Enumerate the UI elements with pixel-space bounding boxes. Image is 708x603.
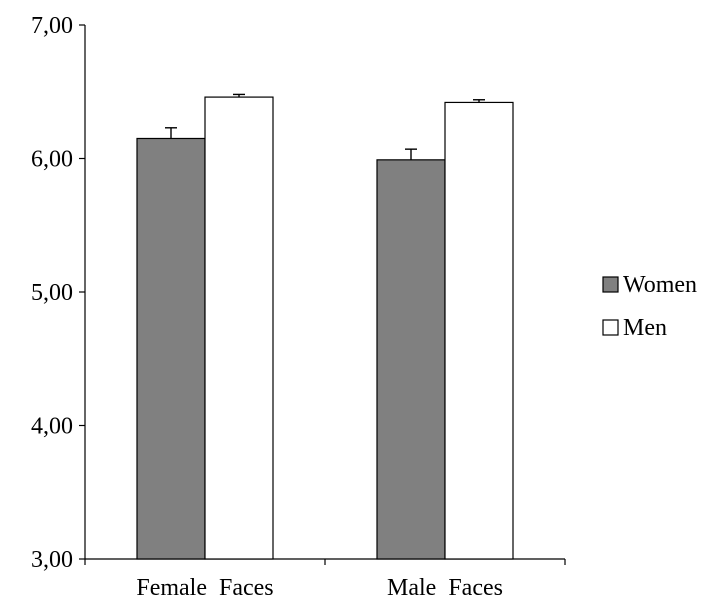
x-category-label: Male Faces [387, 575, 503, 601]
legend: Women Men [602, 272, 697, 341]
legend-label-women: Women [623, 272, 697, 298]
y-ticks: 3,00 4,00 5,00 6,00 7,00 [31, 13, 85, 573]
x-labels: Female Faces Male Faces [84, 559, 566, 601]
y-tick-label: 6,00 [31, 147, 73, 173]
y-tick-label: 4,00 [31, 414, 73, 440]
legend-label-men: Men [623, 315, 667, 341]
bars [136, 96, 514, 560]
bar-men-0 [204, 96, 274, 560]
y-tick-label: 3,00 [31, 547, 73, 573]
y-tick-label: 7,00 [31, 13, 73, 39]
legend-swatch-men [602, 319, 619, 336]
y-tick-label: 5,00 [31, 280, 73, 306]
bar-women-0 [136, 137, 206, 560]
error-bars [165, 93, 485, 160]
bar-women-1 [376, 159, 446, 560]
bar-men-1 [444, 101, 514, 560]
x-category-label: Female Faces [136, 575, 273, 601]
legend-swatch-women [602, 276, 619, 293]
